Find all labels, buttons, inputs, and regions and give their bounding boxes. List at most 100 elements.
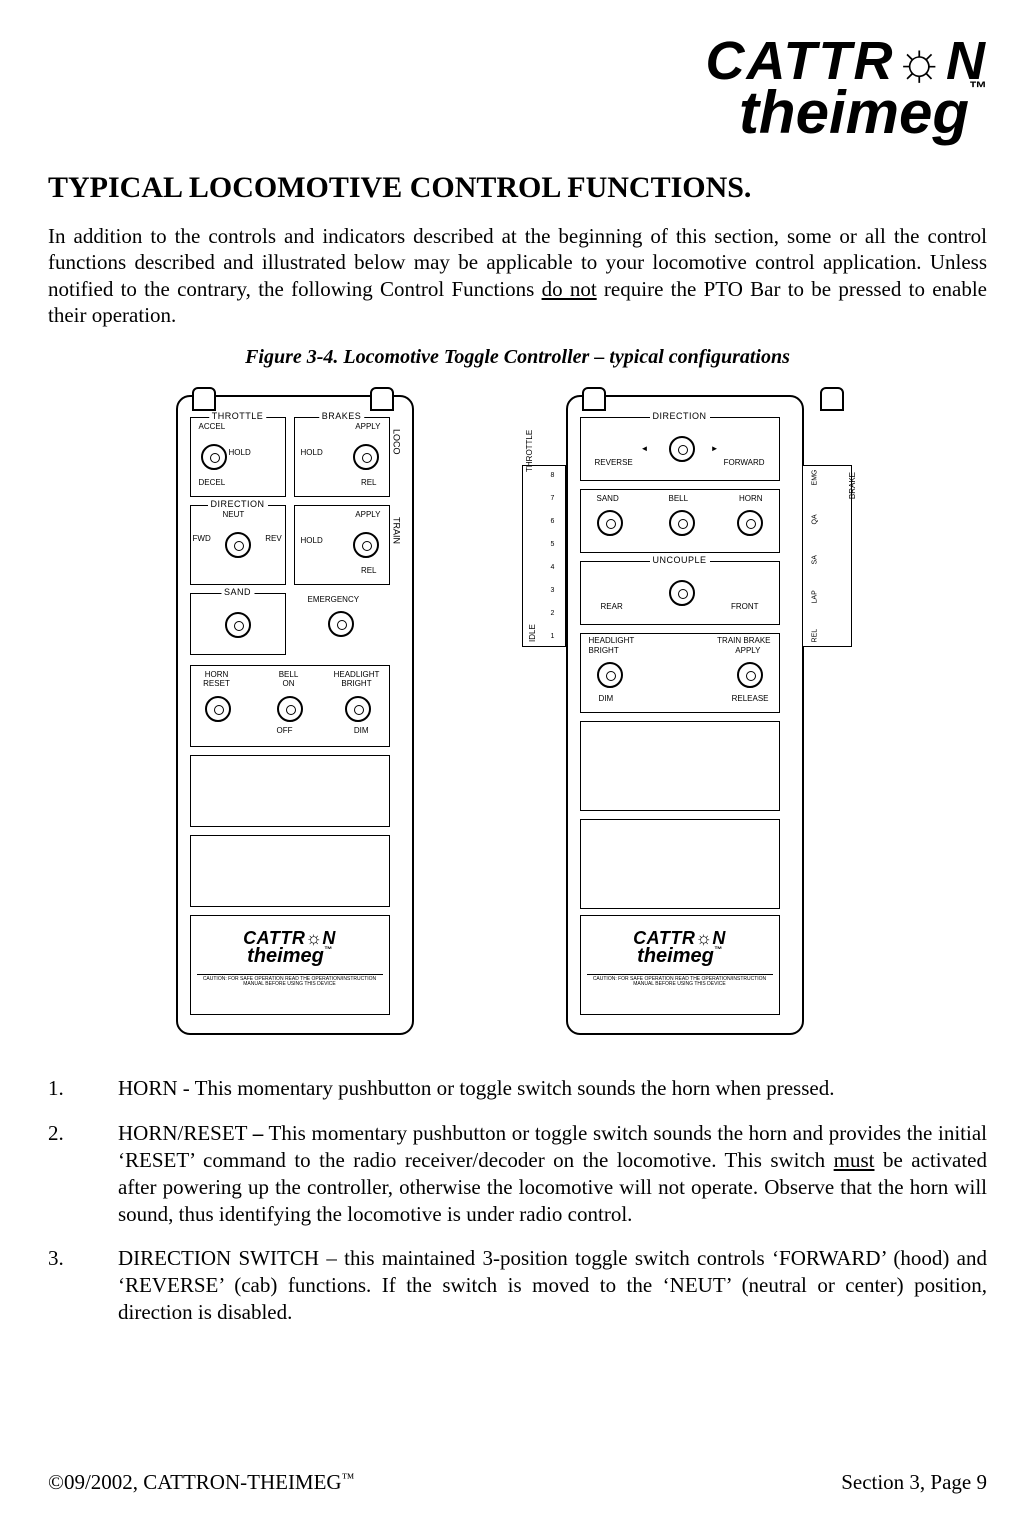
- uncouple-knob: [669, 580, 695, 606]
- footer-tm: ™: [342, 1470, 355, 1485]
- throttle-label: THROTTLE: [209, 411, 267, 421]
- loco-vlabel: LOCO: [392, 429, 402, 455]
- neut-label: NEUT: [223, 510, 245, 519]
- emergency-box: EMERGENCY: [294, 593, 388, 653]
- sand-knob: [225, 612, 251, 638]
- mini-logo-tm: ™: [324, 945, 332, 954]
- hold2-label: HOLD: [301, 448, 323, 457]
- item2-a: HORN/RESET: [118, 1121, 253, 1145]
- throttle-box: THROTTLE ACCEL HOLD DECEL: [190, 417, 286, 497]
- fwd-label: FWD: [193, 534, 211, 543]
- accel-label: ACCEL: [199, 422, 226, 431]
- list-num-3: 3.: [48, 1245, 118, 1326]
- bottom-logo-panel-r: CATTR☼N theimeg™ CAUTION: FOR SAFE OPERA…: [580, 915, 780, 1015]
- arrow-left-icon: ◄: [641, 444, 649, 453]
- rel-label: REL: [361, 478, 377, 487]
- caution-text: CAUTION: FOR SAFE OPERATION READ THE OPE…: [197, 974, 383, 987]
- scale-5: 5: [551, 541, 561, 548]
- brand-logo: CATTR☼N theimeg™: [48, 30, 987, 147]
- apply-label: APPLY: [355, 422, 380, 431]
- list-num-1: 1.: [48, 1075, 118, 1102]
- throttle-scale: 1 2 3 4 5 6 7 8: [551, 472, 561, 640]
- figure-caption: Figure 3-4. Locomotive Toggle Controller…: [48, 346, 987, 369]
- hold3-label: HOLD: [301, 536, 323, 545]
- brakes-knob: [353, 444, 379, 470]
- page-footer: ©09/2002, CATTRON-THEIMEG™ Section 3, Pa…: [48, 1470, 987, 1495]
- brk-rel: REL: [811, 627, 818, 643]
- direction-knob: [225, 532, 251, 558]
- apply-label-r: APPLY: [735, 646, 760, 655]
- item2-dash: –: [253, 1121, 264, 1145]
- dim-label-r: DIM: [599, 694, 614, 703]
- controller-right: THROTTLE IDLE 1 2 3 4 5 6 7 8 BRAKE: [548, 395, 878, 1035]
- list-text-1: HORN - This momentary pushbutton or togg…: [118, 1075, 987, 1102]
- horn-reset-label: HORN RESET: [197, 670, 237, 688]
- mini-logo-r: CATTR☼N theimeg™: [581, 928, 779, 968]
- section-title: TYPICAL LOCOMOTIVE CONTROL FUNCTIONS.: [48, 171, 987, 205]
- bottom-logo-panel: CATTR☼N theimeg™ CAUTION: FOR SAFE OPERA…: [190, 915, 390, 1015]
- intro-underlined: do not: [542, 277, 597, 301]
- train-brake-knob: [353, 532, 379, 558]
- dim-label: DIM: [354, 726, 369, 735]
- direction-box-r: DIRECTION REVERSE FORWARD ◄ ►: [580, 417, 780, 481]
- train-brake-box: APPLY HOLD REL: [294, 505, 390, 585]
- blank-panel-1: [190, 755, 390, 827]
- item2-must: must: [834, 1148, 875, 1172]
- list-item-1: 1. HORN - This momentary pushbutton or t…: [48, 1075, 987, 1102]
- list-num-2: 2.: [48, 1120, 118, 1228]
- rev-label: REV: [265, 534, 283, 543]
- horn-bell-headlight-box: HORN RESET BELL ON OFF HEADLIGHT BRIGHT …: [190, 665, 390, 747]
- scale-1: 1: [551, 633, 561, 640]
- brakes-box: BRAKES APPLY HOLD REL: [294, 417, 390, 497]
- list-text-2: HORN/RESET – This momentary pushbutton o…: [118, 1120, 987, 1228]
- mini-logo-r-l2: theimeg: [637, 945, 714, 967]
- hold-label: HOLD: [229, 448, 251, 457]
- trainbrake-label-r: TRAIN BRAKE: [717, 636, 770, 645]
- emergency-label: EMERGENCY: [308, 595, 360, 604]
- scale-3: 3: [551, 587, 561, 594]
- release-label-r: RELEASE: [732, 694, 769, 703]
- rel2-label: REL: [361, 566, 377, 575]
- brake-scale: EMG QA SA LAP REL: [807, 474, 823, 638]
- sand-bell-horn-box: SAND BELL HORN: [580, 489, 780, 553]
- controller-left: THROTTLE ACCEL HOLD DECEL BRAKES APPLY H…: [158, 395, 428, 1035]
- brk-lap: LAP: [811, 587, 818, 603]
- direction-label-r: DIRECTION: [650, 411, 710, 421]
- horn-reset-knob: [205, 696, 231, 722]
- direction-label: DIRECTION: [208, 499, 268, 509]
- brake-side-label: BRAKE: [849, 472, 858, 499]
- logo-theimeg: theimeg: [739, 79, 969, 146]
- sand-label: SAND: [221, 587, 254, 597]
- throttle-side-label: THROTTLE: [525, 430, 534, 472]
- arrow-right-icon: ►: [711, 444, 719, 453]
- train-vlabel: TRAIN: [392, 517, 402, 544]
- horn-knob-r: [737, 510, 763, 536]
- sand-box: SAND: [190, 593, 286, 655]
- headlight-knob-r: [597, 662, 623, 688]
- reverse-label: REVERSE: [595, 458, 633, 467]
- uncouple-box: UNCOUPLE REAR FRONT: [580, 561, 780, 625]
- list-text-3: DIRECTION SWITCH – this maintained 3-pos…: [118, 1245, 987, 1326]
- sand-label-r: SAND: [597, 494, 619, 503]
- headlight-label-r: HEADLIGHT: [589, 636, 635, 645]
- apply2-label: APPLY: [355, 510, 380, 519]
- rear-label: REAR: [601, 602, 623, 611]
- throttle-knob: [201, 444, 227, 470]
- list-item-3: 3. DIRECTION SWITCH – this maintained 3-…: [48, 1245, 987, 1326]
- headlight-knob: [345, 696, 371, 722]
- scale-8: 8: [551, 472, 561, 479]
- direction-knob-r: [669, 436, 695, 462]
- headlight-bright-label: HEADLIGHT BRIGHT: [331, 670, 383, 688]
- bright-label-r: BRIGHT: [589, 646, 619, 655]
- logo-tm: ™: [969, 78, 987, 98]
- headlight-trainbrake-box: HEADLIGHT BRIGHT DIM TRAIN BRAKE APPLY R…: [580, 633, 780, 713]
- throttle-sidepanel: THROTTLE IDLE 1 2 3 4 5 6 7 8: [522, 465, 566, 647]
- footer-left: ©09/2002, CATTRON-THEIMEG™: [48, 1470, 354, 1495]
- brakes-label: BRAKES: [319, 411, 365, 421]
- bell-on-label: BELL ON: [269, 670, 309, 688]
- bell-knob: [277, 696, 303, 722]
- footer-copyright: ©09/2002, CATTRON-THEIMEG: [48, 1470, 342, 1494]
- bell-knob-r: [669, 510, 695, 536]
- mini-logo-l2: theimeg: [247, 945, 324, 967]
- page: CATTR☼N theimeg™ TYPICAL LOCOMOTIVE CONT…: [0, 0, 1035, 1523]
